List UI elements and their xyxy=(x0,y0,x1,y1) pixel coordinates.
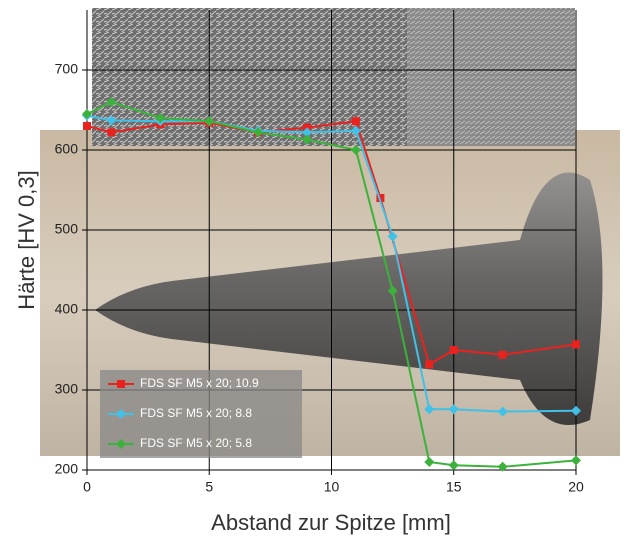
legend-label: FDS SF M5 x 20; 10.9 xyxy=(140,376,259,390)
marker xyxy=(572,340,580,349)
y-tick-label: 300 xyxy=(55,381,79,397)
x-tick-label: 0 xyxy=(83,479,91,495)
x-tick-label: 20 xyxy=(568,479,584,495)
x-tick-label: 10 xyxy=(324,479,340,495)
y-tick-label: 200 xyxy=(55,461,79,477)
series-line xyxy=(86,100,577,468)
x-tick-label: 5 xyxy=(205,479,213,495)
legend-label: FDS SF M5 x 20; 5.8 xyxy=(140,436,252,450)
series-line xyxy=(86,114,577,413)
marker xyxy=(253,127,264,138)
marker xyxy=(571,405,581,416)
marker xyxy=(448,404,459,415)
marker xyxy=(82,109,92,119)
marker xyxy=(387,231,398,242)
y-tick-label: 500 xyxy=(55,221,79,237)
marker xyxy=(107,128,116,137)
marker xyxy=(424,404,435,415)
marker xyxy=(387,285,398,296)
marker xyxy=(498,350,507,359)
marker xyxy=(106,115,117,126)
marker xyxy=(83,122,91,130)
x-tick-label: 15 xyxy=(446,479,462,495)
y-tick-label: 600 xyxy=(55,141,79,157)
marker xyxy=(155,113,166,123)
marker xyxy=(302,134,313,145)
marker xyxy=(302,127,313,138)
legend-label: FDS SF M5 x 20; 8.8 xyxy=(140,406,252,420)
marker xyxy=(376,194,385,202)
y-tick-label: 400 xyxy=(55,301,79,317)
marker xyxy=(425,360,434,369)
marker xyxy=(571,455,581,466)
marker xyxy=(116,409,126,419)
x-axis-title: Abstand zur Spitze [mm] xyxy=(211,510,451,535)
marker xyxy=(350,125,361,136)
marker xyxy=(497,406,508,417)
y-tick-label: 700 xyxy=(55,61,79,77)
marker xyxy=(106,97,117,107)
marker xyxy=(350,145,361,155)
series-line xyxy=(86,120,577,366)
y-axis-title: Härte [HV 0,3] xyxy=(14,170,39,309)
marker xyxy=(448,460,459,471)
marker xyxy=(117,380,125,388)
marker xyxy=(204,116,215,127)
marker xyxy=(116,439,126,449)
marker xyxy=(351,117,360,126)
marker xyxy=(449,346,458,354)
marker xyxy=(497,461,508,472)
marker xyxy=(424,457,435,467)
